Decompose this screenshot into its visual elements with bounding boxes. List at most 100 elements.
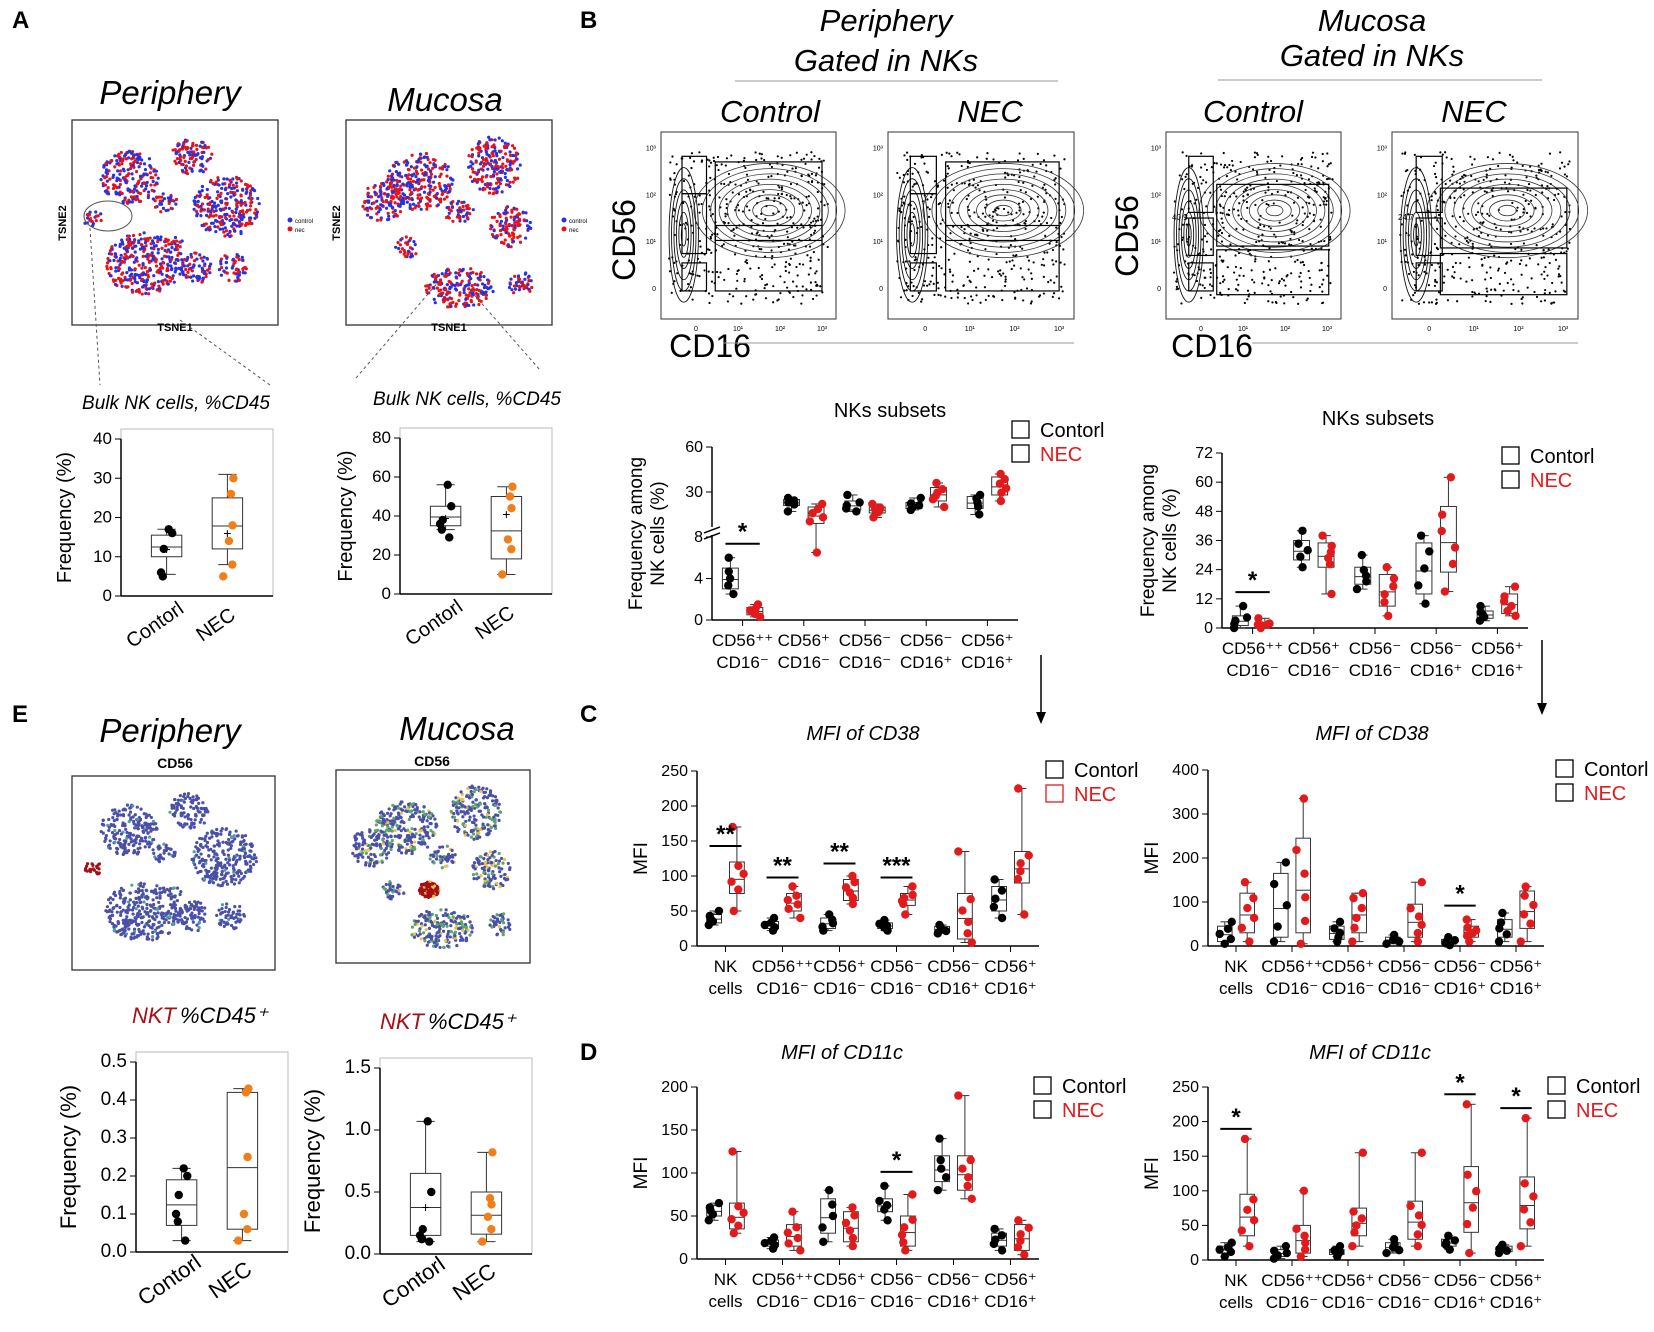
tsne-point [478, 187, 482, 191]
tsne-point [181, 273, 186, 277]
legend-swatch-nec [1033, 1100, 1052, 1119]
tsne-point [481, 158, 486, 162]
data-point [997, 1231, 1007, 1240]
event-dot [709, 237, 713, 240]
event-dot [1462, 173, 1466, 177]
tsne-point [94, 214, 99, 218]
event-dot [1218, 203, 1221, 206]
event-dot [727, 267, 730, 271]
data-point [783, 895, 793, 905]
significance-star: ** [830, 839, 849, 866]
event-dot [1510, 302, 1513, 305]
y-tick-label: 40 [93, 429, 112, 448]
tsne-point [517, 284, 521, 289]
event-dot [948, 152, 951, 155]
contour [675, 200, 692, 269]
event-dot [1544, 170, 1547, 173]
tsne-point [230, 266, 234, 270]
data-point [792, 891, 801, 900]
event-dot [911, 294, 914, 298]
event-dot [995, 221, 998, 224]
event-dot [802, 157, 806, 160]
event-dot [1301, 206, 1304, 209]
tsne-point [118, 182, 122, 187]
tsne-point [130, 281, 134, 286]
event-dot [922, 284, 926, 287]
tsne-point [515, 207, 519, 211]
data-point [1330, 1246, 1339, 1255]
data-point [1463, 1170, 1472, 1179]
flow-y-tick: 10³ [1377, 146, 1388, 153]
data-point [1249, 913, 1259, 923]
tsne-point [492, 170, 496, 174]
event-dot [1471, 295, 1474, 298]
tsne-point [184, 267, 188, 272]
tsne-point [425, 155, 429, 159]
event-dot [1412, 270, 1415, 273]
x-category-label: CD56⁺⁺ [752, 1270, 813, 1289]
tsne-point [511, 239, 516, 244]
event-dot [1217, 230, 1221, 233]
event-dot [1301, 223, 1304, 227]
tsne-point [144, 291, 148, 296]
event-dot [951, 201, 955, 204]
event-dot [707, 292, 711, 295]
tsne-point [224, 229, 229, 233]
event-dot [1540, 300, 1543, 303]
contour [668, 167, 699, 303]
tsne-point [522, 219, 526, 223]
tsne-point [208, 262, 213, 266]
contour [673, 189, 695, 281]
tsne-point [170, 198, 175, 203]
tsne-point [487, 135, 491, 139]
data-point [1215, 1245, 1224, 1254]
tsne-point [485, 141, 489, 145]
event-dot [1323, 239, 1326, 243]
data-point [818, 513, 828, 522]
event-dot [1484, 299, 1487, 303]
event-dot [776, 299, 779, 302]
event-dot [960, 164, 963, 168]
event-dot [1317, 167, 1320, 170]
event-dot [727, 172, 731, 176]
tsne-point [470, 179, 475, 183]
event-dot [1316, 181, 1319, 184]
tsne-point [475, 287, 479, 292]
data-point [855, 498, 864, 507]
event-dot [929, 196, 933, 199]
tsne-point [376, 195, 381, 199]
data-point [1502, 930, 1511, 939]
event-dot [1471, 290, 1474, 294]
event-dot [1318, 269, 1321, 272]
tsne-point [477, 151, 481, 155]
event-dot [720, 182, 723, 185]
tsne-point [204, 222, 208, 226]
event-dot [1512, 159, 1515, 162]
tsne-point [91, 223, 95, 228]
tsne-point [432, 286, 436, 290]
data-point [991, 894, 1000, 903]
tsne-point [161, 281, 165, 285]
event-dot [931, 237, 934, 240]
tsne-point [231, 257, 235, 261]
event-dot [724, 164, 727, 167]
event-dot [1022, 181, 1025, 184]
data-point [1269, 1246, 1279, 1255]
event-dot [703, 269, 706, 272]
tsne-point [111, 183, 116, 187]
event-dot [946, 172, 949, 175]
event-dot [1013, 264, 1016, 267]
data-point [1020, 910, 1029, 919]
event-dot [800, 158, 803, 161]
data-point [503, 535, 513, 544]
tsne-point [249, 221, 253, 226]
event-dot [760, 277, 764, 281]
event-dot [1546, 274, 1549, 277]
event-dot [1052, 292, 1056, 295]
data-point [788, 882, 797, 891]
event-dot [1459, 196, 1462, 199]
tsne-point [143, 240, 148, 245]
event-dot [1292, 296, 1295, 299]
tsne-point [369, 207, 374, 211]
data-point [228, 521, 237, 530]
